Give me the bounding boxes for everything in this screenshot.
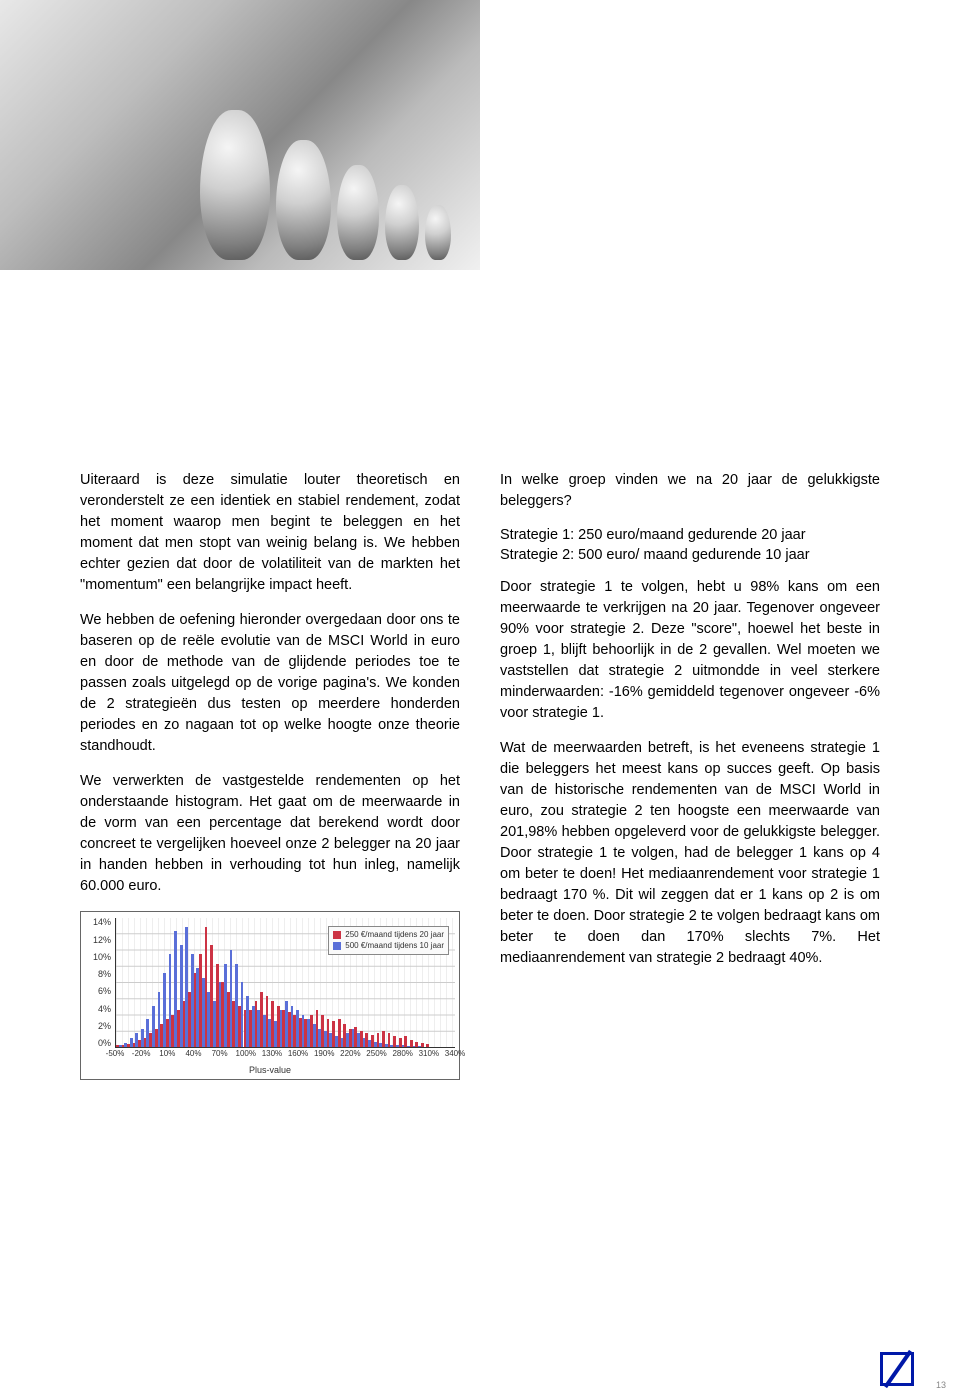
doll-shape bbox=[337, 165, 379, 260]
document-page: Uiteraard is deze simulatie louter theor… bbox=[0, 0, 960, 1400]
x-tick-label: -50% bbox=[106, 1048, 125, 1060]
x-tick-label: -20% bbox=[132, 1048, 151, 1060]
chart-plot-area: 14% 12% 10% 8% 6% 4% 2% 0% 250 €/maand tijdens … bbox=[85, 918, 455, 1048]
paragraph: We verwerkten de vastgestelde rendemente… bbox=[80, 771, 460, 897]
legend-item: 250 €/maand tijdens 20 jaar bbox=[333, 930, 444, 940]
text-columns: Uiteraard is deze simulatie louter theor… bbox=[0, 270, 960, 1080]
hero-graphic bbox=[200, 110, 451, 260]
doll-shape bbox=[425, 205, 451, 260]
x-tick-label: 10% bbox=[159, 1048, 175, 1060]
y-tick-label: 10% bbox=[85, 953, 111, 962]
x-tick-label: 340% bbox=[445, 1048, 465, 1060]
x-tick-label: 190% bbox=[314, 1048, 334, 1060]
chart-x-label: Plus-value bbox=[85, 1064, 455, 1077]
x-tick-label: 220% bbox=[340, 1048, 360, 1060]
chart-x-axis: -50%-20%10%40%70%100%130%160%190%220%250… bbox=[115, 1048, 455, 1062]
page-number: 13 bbox=[936, 1380, 946, 1390]
legend-item: 500 €/maand tijdens 10 jaar bbox=[333, 941, 444, 951]
strategy-1-line: Strategie 1: 250 euro/maand gedurende 20… bbox=[500, 527, 806, 543]
doll-shape bbox=[385, 185, 419, 260]
logo-slash bbox=[884, 1350, 913, 1388]
y-tick-label: 8% bbox=[85, 970, 111, 979]
paragraph: In welke groep vinden we na 20 jaar de g… bbox=[500, 470, 880, 512]
bar-series1 bbox=[426, 1044, 429, 1048]
hero-image-placeholder bbox=[0, 0, 480, 270]
y-tick-label: 6% bbox=[85, 987, 111, 996]
x-tick-label: 280% bbox=[392, 1048, 412, 1060]
deutsche-bank-logo-icon bbox=[880, 1352, 914, 1386]
y-tick-label: 0% bbox=[85, 1039, 111, 1048]
chart-legend: 250 €/maand tijdens 20 jaar 500 €/maand … bbox=[328, 926, 449, 955]
chart-y-axis: 14% 12% 10% 8% 6% 4% 2% 0% bbox=[85, 918, 115, 1048]
x-tick-label: 70% bbox=[212, 1048, 228, 1060]
legend-swatch bbox=[333, 931, 341, 939]
chart-plot: 250 €/maand tijdens 20 jaar 500 €/maand … bbox=[115, 918, 455, 1048]
legend-label: 250 €/maand tijdens 20 jaar bbox=[345, 930, 444, 940]
y-tick-label: 14% bbox=[85, 918, 111, 927]
paragraph: Wat de meerwaarden betreft, is het evene… bbox=[500, 738, 880, 969]
footer bbox=[880, 1352, 914, 1386]
bar-series1 bbox=[421, 1043, 424, 1048]
doll-shape bbox=[200, 110, 270, 260]
legend-swatch bbox=[333, 942, 341, 950]
histogram-chart: 14% 12% 10% 8% 6% 4% 2% 0% 250 €/maand tijdens … bbox=[80, 911, 460, 1080]
x-tick-label: 130% bbox=[262, 1048, 282, 1060]
x-tick-label: 100% bbox=[236, 1048, 256, 1060]
x-tick-label: 40% bbox=[185, 1048, 201, 1060]
paragraph: Door strategie 1 te volgen, hebt u 98% k… bbox=[500, 577, 880, 724]
y-tick-label: 4% bbox=[85, 1005, 111, 1014]
x-tick-label: 160% bbox=[288, 1048, 308, 1060]
x-tick-label: 250% bbox=[366, 1048, 386, 1060]
y-tick-label: 2% bbox=[85, 1022, 111, 1031]
y-tick-label: 12% bbox=[85, 936, 111, 945]
strategy-lines: Strategie 1: 250 euro/maand gedurende 20… bbox=[500, 526, 880, 565]
paragraph: Uiteraard is deze simulatie louter theor… bbox=[80, 470, 460, 596]
strategy-2-line: Strategie 2: 500 euro/ maand gedurende 1… bbox=[500, 547, 810, 563]
paragraph: We hebben de oefening hieronder overgeda… bbox=[80, 610, 460, 757]
legend-label: 500 €/maand tijdens 10 jaar bbox=[345, 941, 444, 951]
right-column: In welke groep vinden we na 20 jaar de g… bbox=[500, 470, 880, 1080]
x-tick-label: 310% bbox=[419, 1048, 439, 1060]
left-column: Uiteraard is deze simulatie louter theor… bbox=[80, 470, 460, 1080]
doll-shape bbox=[276, 140, 331, 260]
